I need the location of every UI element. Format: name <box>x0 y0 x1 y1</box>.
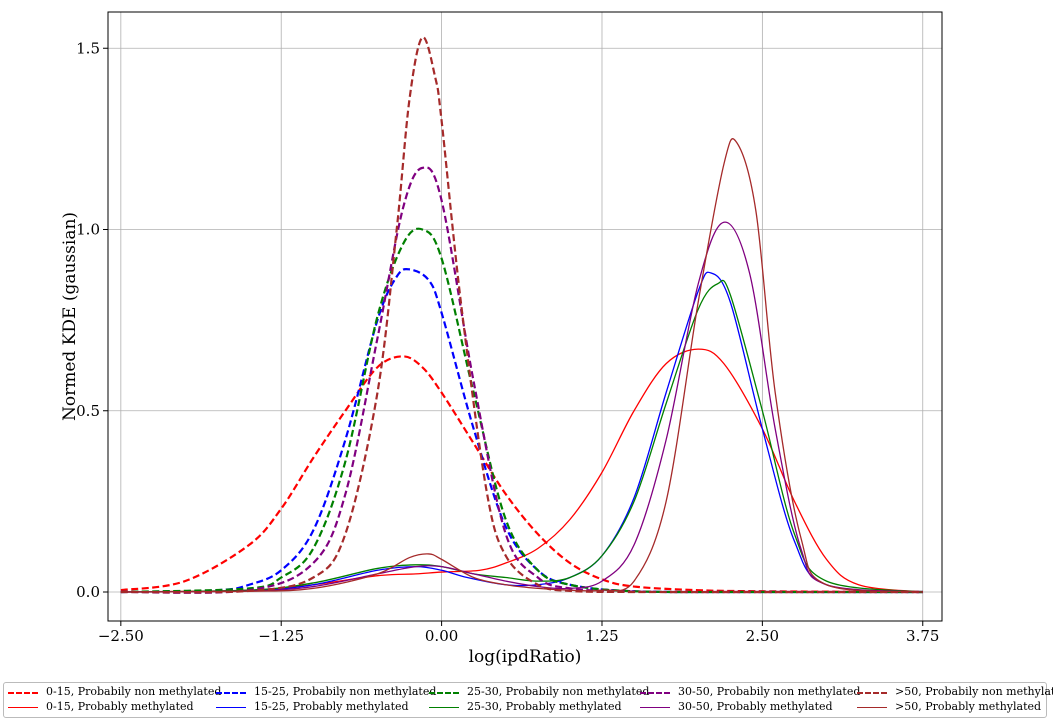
legend-swatch <box>216 692 246 694</box>
legend: 0-15, Probabily non methylated 0-15, Prob… <box>3 682 1053 718</box>
kde-chart: −2.50 −1.25 0.00 1.25 2.50 3.75 0.0 0.5 1.0 1.5 l… <box>60 11 943 667</box>
legend-swatch <box>640 707 670 708</box>
x-tick-label: 3.75 <box>906 627 939 645</box>
legend-swatch <box>8 707 38 708</box>
legend-swatch <box>429 707 459 708</box>
series-line-8 <box>120 221 923 593</box>
x-axis-label: log(ipdRatio) <box>469 647 582 667</box>
legend-label: >50, Probabily non methylated <box>895 685 1053 698</box>
y-axis-label: Normed KDE (gaussian) <box>60 212 80 421</box>
series-lines <box>120 36 923 594</box>
x-tick-label: −1.25 <box>258 627 304 645</box>
x-tick-label: 0.00 <box>425 627 458 645</box>
y-tick-label: 1.5 <box>76 39 100 57</box>
legend-label: 15-25, Probabily non methylated <box>254 685 437 698</box>
axis-ticks: −2.50 −1.25 0.00 1.25 2.50 3.75 0.0 0.5 1.0 1.5 <box>76 39 939 645</box>
y-tick-label: 0.5 <box>76 402 100 420</box>
y-tick-label: 0.0 <box>76 583 100 601</box>
x-tick-label: 1.25 <box>585 627 618 645</box>
plot-frame <box>107 11 943 622</box>
x-tick-label: −2.50 <box>98 627 144 645</box>
legend-label: 15-25, Probably methylated <box>254 700 409 713</box>
legend-swatch <box>640 692 670 694</box>
legend-swatch <box>8 692 38 694</box>
legend-label: 25-30, Probabily non methylated <box>467 685 650 698</box>
series-line-6 <box>120 279 923 593</box>
series-line-7 <box>120 166 923 594</box>
legend-swatch <box>857 692 887 694</box>
legend-label: >50, Probably methylated <box>895 700 1042 713</box>
legend-label: 0-15, Probably methylated <box>46 700 194 713</box>
legend-label: 0-15, Probabily non methylated <box>46 685 222 698</box>
legend-label: 25-30, Probably methylated <box>467 700 622 713</box>
grid <box>108 12 942 621</box>
legend-label: 30-50, Probabily non methylated <box>678 685 861 698</box>
legend-swatch <box>857 707 887 708</box>
series-line-10 <box>120 138 923 593</box>
x-tick-label: 2.50 <box>746 627 779 645</box>
legend-swatch <box>429 692 459 694</box>
legend-swatch <box>216 707 246 708</box>
series-line-9 <box>120 36 923 594</box>
y-tick-label: 1.0 <box>76 221 100 239</box>
series-line-1 <box>120 355 923 594</box>
legend-label: 30-50, Probably methylated <box>678 700 833 713</box>
